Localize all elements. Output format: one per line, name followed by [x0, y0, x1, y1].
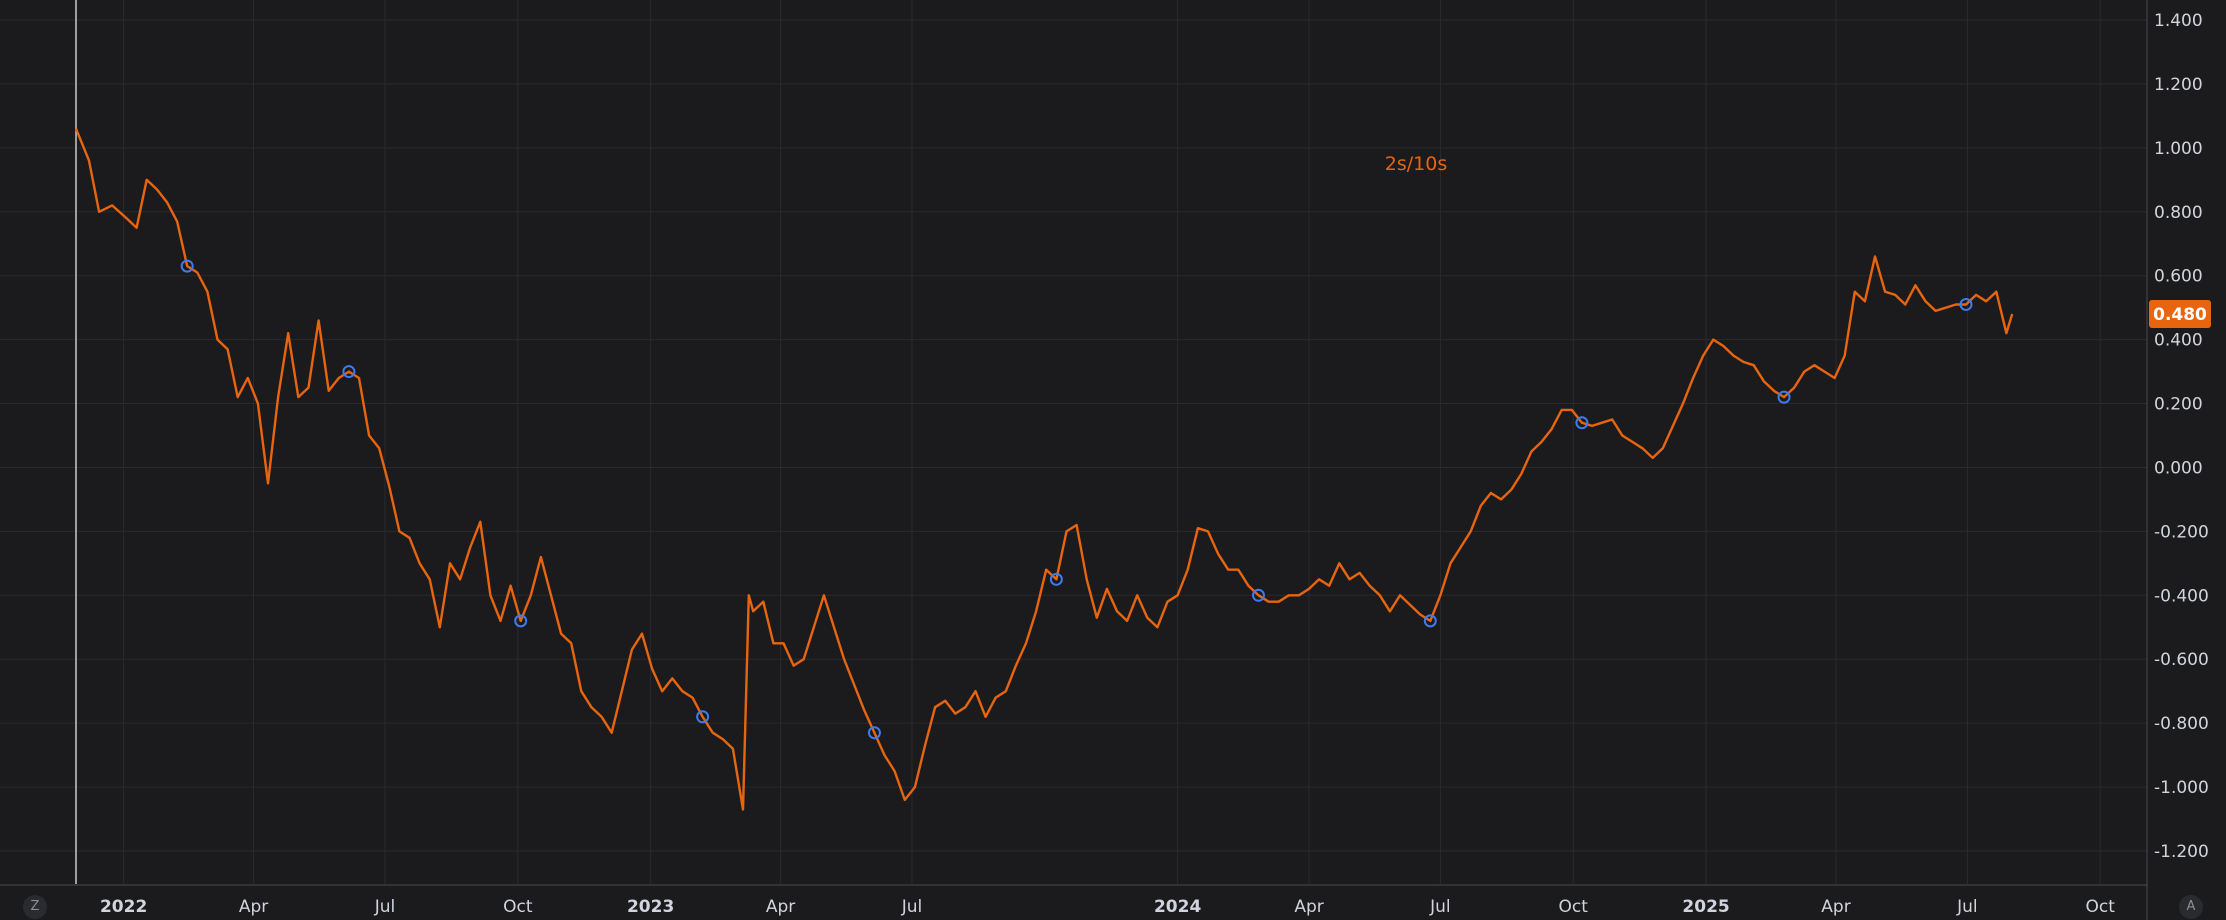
x-tick-label: Apr [239, 897, 268, 917]
x-tick-label: Jul [374, 897, 396, 917]
event-marker[interactable] [1777, 390, 1791, 404]
x-tick-label: Oct [2086, 897, 2116, 917]
y-tick-label: 0.800 [2154, 203, 2203, 223]
y-tick-label: 0.200 [2154, 395, 2203, 415]
scale-toggle-left-button[interactable]: Z [23, 895, 47, 919]
y-tick-label: -1.200 [2154, 842, 2209, 862]
event-marker[interactable] [1049, 572, 1063, 586]
event-marker[interactable] [1423, 614, 1437, 628]
event-marker[interactable] [696, 710, 710, 724]
y-tick-label: 1.200 [2154, 75, 2203, 95]
x-tick-label: Jul [1429, 897, 1451, 917]
y-axis: 1.400 1.200 1.000 0.800 0.600 0.400 0.200 0.000… [2154, 11, 2209, 862]
x-tick-label: Apr [1821, 897, 1850, 917]
event-marker[interactable] [1575, 416, 1589, 430]
y-tick-label: 1.000 [2154, 139, 2203, 159]
y-tick-label: -0.600 [2154, 650, 2209, 670]
last-value-badge: 0.480 [2149, 300, 2211, 329]
x-tick-label: 2022 [100, 897, 147, 917]
x-tick-label: 2025 [1682, 897, 1729, 917]
x-tick-label: Oct [1559, 897, 1589, 917]
auto-scale-button[interactable]: A [2179, 895, 2203, 919]
x-tick-label: Oct [503, 897, 533, 917]
event-marker[interactable] [867, 726, 881, 740]
y-tick-label: -1.000 [2154, 778, 2209, 798]
y-tick-label: -0.200 [2154, 522, 2209, 542]
series-line-2s10s[interactable] [74, 128, 2014, 811]
y-tick-label: 0.000 [2154, 458, 2203, 478]
grid-lines [0, 0, 2148, 920]
x-tick-label: 2023 [627, 897, 674, 917]
event-marker[interactable] [1251, 588, 1265, 602]
x-tick-label: Jul [901, 897, 923, 917]
marker-layer [180, 259, 1973, 740]
last-value-label: 0.480 [2153, 305, 2207, 325]
event-marker[interactable] [1959, 297, 1973, 311]
x-tick-label: 2024 [1154, 897, 1201, 917]
x-axis: 2022 Apr Jul Oct 2023 Apr Jul 2024 Apr Jul Oct 2025… [100, 897, 2115, 917]
y-tick-label: -0.400 [2154, 586, 2209, 606]
y-tick-label: 0.400 [2154, 331, 2203, 351]
series-layer [74, 128, 2014, 811]
y-tick-label: -0.800 [2154, 714, 2209, 734]
y-tick-label: 0.600 [2154, 267, 2203, 287]
x-tick-label: Jul [1956, 897, 1978, 917]
y-tick-label: 1.400 [2154, 11, 2203, 31]
event-marker[interactable] [180, 259, 194, 273]
x-tick-label: Apr [1294, 897, 1323, 917]
event-marker[interactable] [514, 614, 528, 628]
x-tick-label: Apr [766, 897, 795, 917]
event-marker[interactable] [342, 365, 356, 379]
series-label: 2s/10s [1385, 153, 1447, 175]
